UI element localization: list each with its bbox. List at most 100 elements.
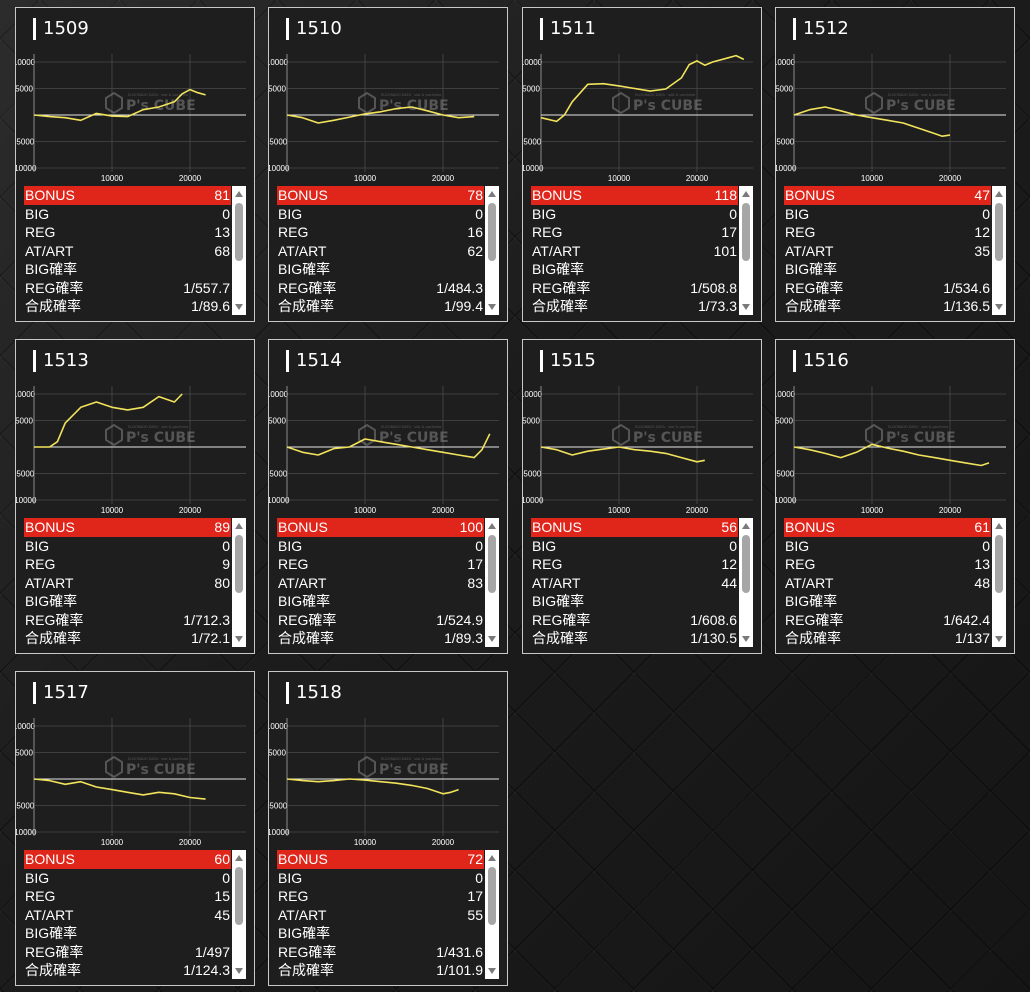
machine-card[interactable]: 1509 10000 5000 -5000 -10000 10000 20000 P's CU… (15, 7, 255, 322)
scroll-up-arrow-icon[interactable] (488, 191, 496, 197)
machine-card[interactable]: 1513 10000 5000 -5000 -10000 10000 20000 P's CU… (15, 339, 255, 654)
stats-scrollbar[interactable] (232, 850, 246, 979)
stat-value: 61 (974, 519, 990, 535)
stat-label: REG確率 (25, 279, 84, 296)
stats-table: BONUS 100 BIG 0 REG 17 AT/ART 83 BIG確率 REG確率 1/524… (277, 518, 484, 648)
scroll-up-arrow-icon[interactable] (235, 191, 243, 197)
svg-text:ELDORADO DATA · slot & pachink: ELDORADO DATA · slot & pachinko (381, 425, 441, 429)
scroll-up-arrow-icon[interactable] (235, 523, 243, 529)
machine-card[interactable]: 1515 10000 5000 -5000 -10000 10000 20000 P's CU… (522, 339, 762, 654)
bonus-row: BONUS 72 (277, 850, 484, 869)
machine-card[interactable]: 1518 10000 5000 -5000 -10000 10000 20000 P's CU… (268, 671, 508, 986)
machine-card[interactable]: 1511 10000 5000 -5000 -10000 10000 20000 P's CU… (522, 7, 762, 322)
scroll-up-arrow-icon[interactable] (995, 523, 1003, 529)
scroll-down-arrow-icon[interactable] (235, 636, 243, 642)
stat-label: 合成確率 (532, 630, 588, 646)
bonus-row: BONUS 118 (531, 186, 738, 205)
scroll-up-arrow-icon[interactable] (488, 523, 496, 529)
scroll-down-arrow-icon[interactable] (235, 968, 243, 974)
stat-label: AT/ART (25, 906, 74, 923)
stat-row: REG確率 1/484.3 (277, 279, 484, 298)
scroll-thumb[interactable] (995, 203, 1003, 261)
svg-text:P's CUBE: P's CUBE (379, 430, 449, 446)
svg-text:P's CUBE: P's CUBE (126, 762, 196, 778)
stat-label: 合成確率 (785, 298, 841, 314)
machine-card[interactable]: 1517 10000 5000 -5000 -10000 10000 20000 P's CU… (15, 671, 255, 986)
svg-text:ELDORADO DATA · slot & pachink: ELDORADO DATA · slot & pachinko (128, 757, 188, 761)
scroll-up-arrow-icon[interactable] (742, 191, 750, 197)
scroll-down-arrow-icon[interactable] (488, 304, 496, 310)
stats-scrollbar[interactable] (739, 186, 753, 315)
y-tick-label: -10000 (523, 164, 544, 173)
stat-label: REG (278, 556, 309, 572)
scroll-thumb[interactable] (742, 535, 750, 593)
machine-card[interactable]: 1514 10000 5000 -5000 -10000 10000 20000 P's CU… (268, 339, 508, 654)
x-tick-label: 10000 (101, 838, 124, 847)
machine-card[interactable]: 1512 10000 5000 -5000 -10000 10000 20000 P's CU… (775, 7, 1015, 322)
machine-card[interactable]: 1510 10000 5000 -5000 -10000 10000 20000 P's CU… (268, 7, 508, 322)
svg-text:P's CUBE: P's CUBE (886, 430, 956, 446)
stat-label: BONUS (278, 851, 328, 867)
stats-table: BONUS 81 BIG 0 REG 13 AT/ART 68 BIG確率 REG確率 1/557.… (24, 186, 231, 316)
scroll-up-arrow-icon[interactable] (742, 523, 750, 529)
stat-label: REG確率 (278, 943, 337, 960)
y-tick-label: 10000 (523, 390, 543, 399)
scroll-thumb[interactable] (995, 535, 1003, 593)
scroll-down-arrow-icon[interactable] (742, 636, 750, 642)
stat-row: BIG 0 (784, 205, 991, 224)
stats-scrollbar[interactable] (485, 186, 499, 315)
stat-label: REG (532, 224, 563, 240)
stat-value: 1/124.3 (183, 962, 230, 978)
x-tick-label: 20000 (432, 838, 455, 847)
stat-label: REG (785, 556, 816, 572)
scroll-thumb[interactable] (235, 203, 243, 261)
stats-scrollbar[interactable] (485, 518, 499, 647)
scroll-thumb[interactable] (488, 203, 496, 261)
scroll-up-arrow-icon[interactable] (235, 855, 243, 861)
stat-row: BIG 0 (24, 537, 231, 556)
stat-row: AT/ART 45 (24, 906, 231, 925)
scroll-thumb[interactable] (235, 867, 243, 925)
scroll-thumb[interactable] (742, 203, 750, 261)
stat-label: AT/ART (278, 906, 327, 923)
scroll-down-arrow-icon[interactable] (235, 304, 243, 310)
svg-text:ELDORADO DATA · slot & pachink: ELDORADO DATA · slot & pachinko (888, 425, 948, 429)
scroll-up-arrow-icon[interactable] (995, 191, 1003, 197)
slump-line (286, 433, 491, 459)
stat-label: BIG確率 (25, 925, 78, 941)
stats-table: BONUS 60 BIG 0 REG 15 AT/ART 45 BIG確率 REG確率 1/497 合… (24, 850, 231, 980)
stat-label: BIG (785, 205, 810, 222)
stats-table: BONUS 89 BIG 0 REG 9 AT/ART 80 BIG確率 REG確率 1/712.3… (24, 518, 231, 648)
stats-scrollbar[interactable] (485, 850, 499, 979)
scroll-up-arrow-icon[interactable] (488, 855, 496, 861)
scroll-down-arrow-icon[interactable] (995, 304, 1003, 310)
stats-scrollbar[interactable] (992, 518, 1006, 647)
stat-row: REG 17 (277, 555, 484, 574)
stats-scrollbar[interactable] (992, 186, 1006, 315)
scroll-thumb[interactable] (488, 535, 496, 593)
svg-text:ELDORADO DATA · slot & pachink: ELDORADO DATA · slot & pachinko (888, 93, 948, 97)
scroll-down-arrow-icon[interactable] (995, 636, 1003, 642)
scroll-thumb[interactable] (488, 867, 496, 925)
scroll-down-arrow-icon[interactable] (742, 304, 750, 310)
stat-label: BONUS (532, 519, 582, 535)
stat-label: BIG確率 (25, 593, 78, 609)
bonus-row: BONUS 78 (277, 186, 484, 205)
stat-value: 81 (214, 187, 230, 203)
scroll-down-arrow-icon[interactable] (488, 636, 496, 642)
y-tick-label: -5000 (269, 802, 288, 811)
stat-row: BIG確率 (24, 260, 231, 279)
stat-value: 1/101.9 (436, 962, 483, 978)
stat-label: REG (785, 224, 816, 240)
stats-scrollbar[interactable] (232, 518, 246, 647)
scroll-thumb[interactable] (235, 535, 243, 593)
slump-line (540, 446, 705, 463)
stats-scrollbar[interactable] (232, 186, 246, 315)
scroll-down-arrow-icon[interactable] (488, 968, 496, 974)
stat-row: BIG 0 (277, 205, 484, 224)
stat-label: 合成確率 (278, 298, 334, 314)
machine-card[interactable]: 1516 10000 5000 -5000 -10000 10000 20000 P's CU… (775, 339, 1015, 654)
stat-row: BIG確率 (277, 260, 484, 279)
stats-scrollbar[interactable] (739, 518, 753, 647)
